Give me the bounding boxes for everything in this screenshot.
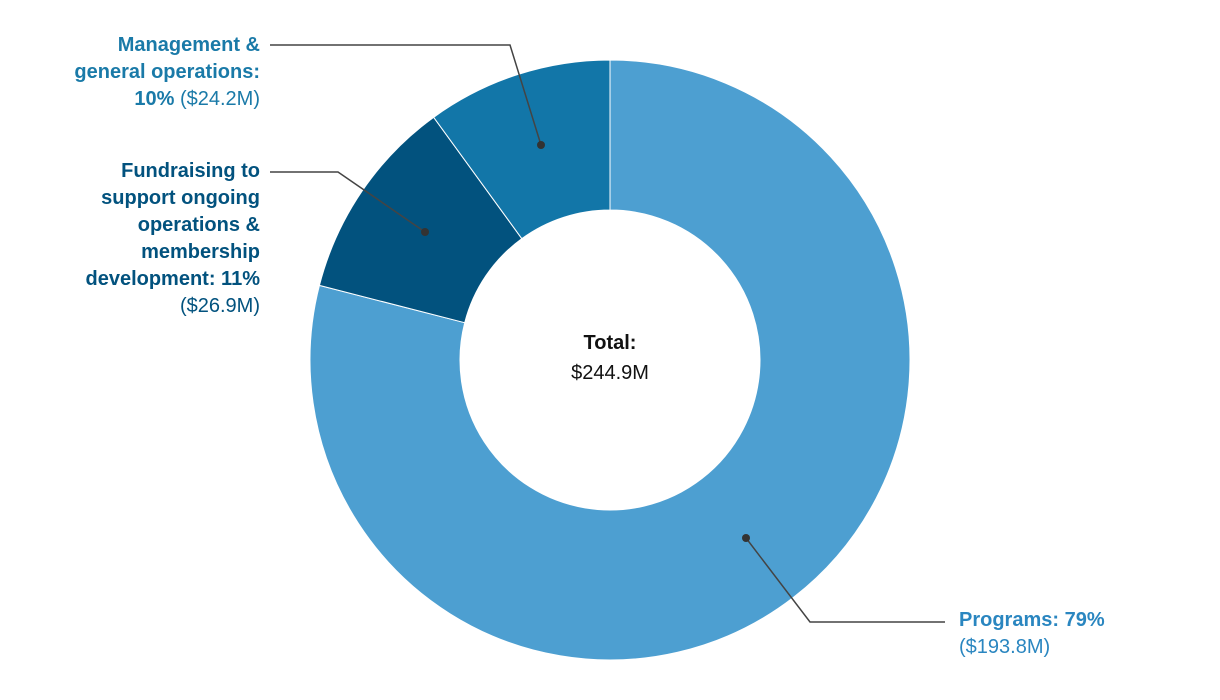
leader-line-fundraising xyxy=(270,171,426,233)
label-fundraising-line3: operations & xyxy=(137,214,260,236)
label-fundraising-line1: Fundraising to xyxy=(121,160,260,182)
label-fundraising-line5: development: 11% xyxy=(85,268,260,290)
leader-dot-fundraising xyxy=(421,228,429,236)
label-management-amount: ($24.2M) xyxy=(179,88,260,110)
label-programs-amount: ($193.8M) xyxy=(959,636,1051,658)
leader-line-programs xyxy=(745,537,945,623)
label-fundraising-line2: support ongoing xyxy=(101,187,260,209)
label-fundraising-amount: ($26.9M) xyxy=(179,295,260,317)
label-fundraising-line4: membership xyxy=(141,241,260,263)
leader-dot-management xyxy=(537,141,545,149)
center-total-title: Total: xyxy=(583,332,637,354)
label-management-line2: general operations: xyxy=(74,61,260,83)
leader-line-management xyxy=(270,44,542,146)
label-programs: Programs: 79% ($193.8M) xyxy=(959,607,1105,661)
label-management: Management & general operations: 10% ($2… xyxy=(74,32,260,113)
label-management-line1: Management & xyxy=(117,34,260,56)
center-total: Total: $244.9M xyxy=(510,328,710,388)
label-programs-title: Programs: 79% xyxy=(959,609,1105,631)
slice-programs xyxy=(309,59,911,661)
label-fundraising: Fundraising to support ongoing operation… xyxy=(85,158,260,320)
leader-dot-programs xyxy=(742,534,750,542)
slice-management xyxy=(432,59,611,240)
label-management-percent: 10% xyxy=(134,88,175,110)
center-total-value: $244.9M xyxy=(571,362,649,384)
